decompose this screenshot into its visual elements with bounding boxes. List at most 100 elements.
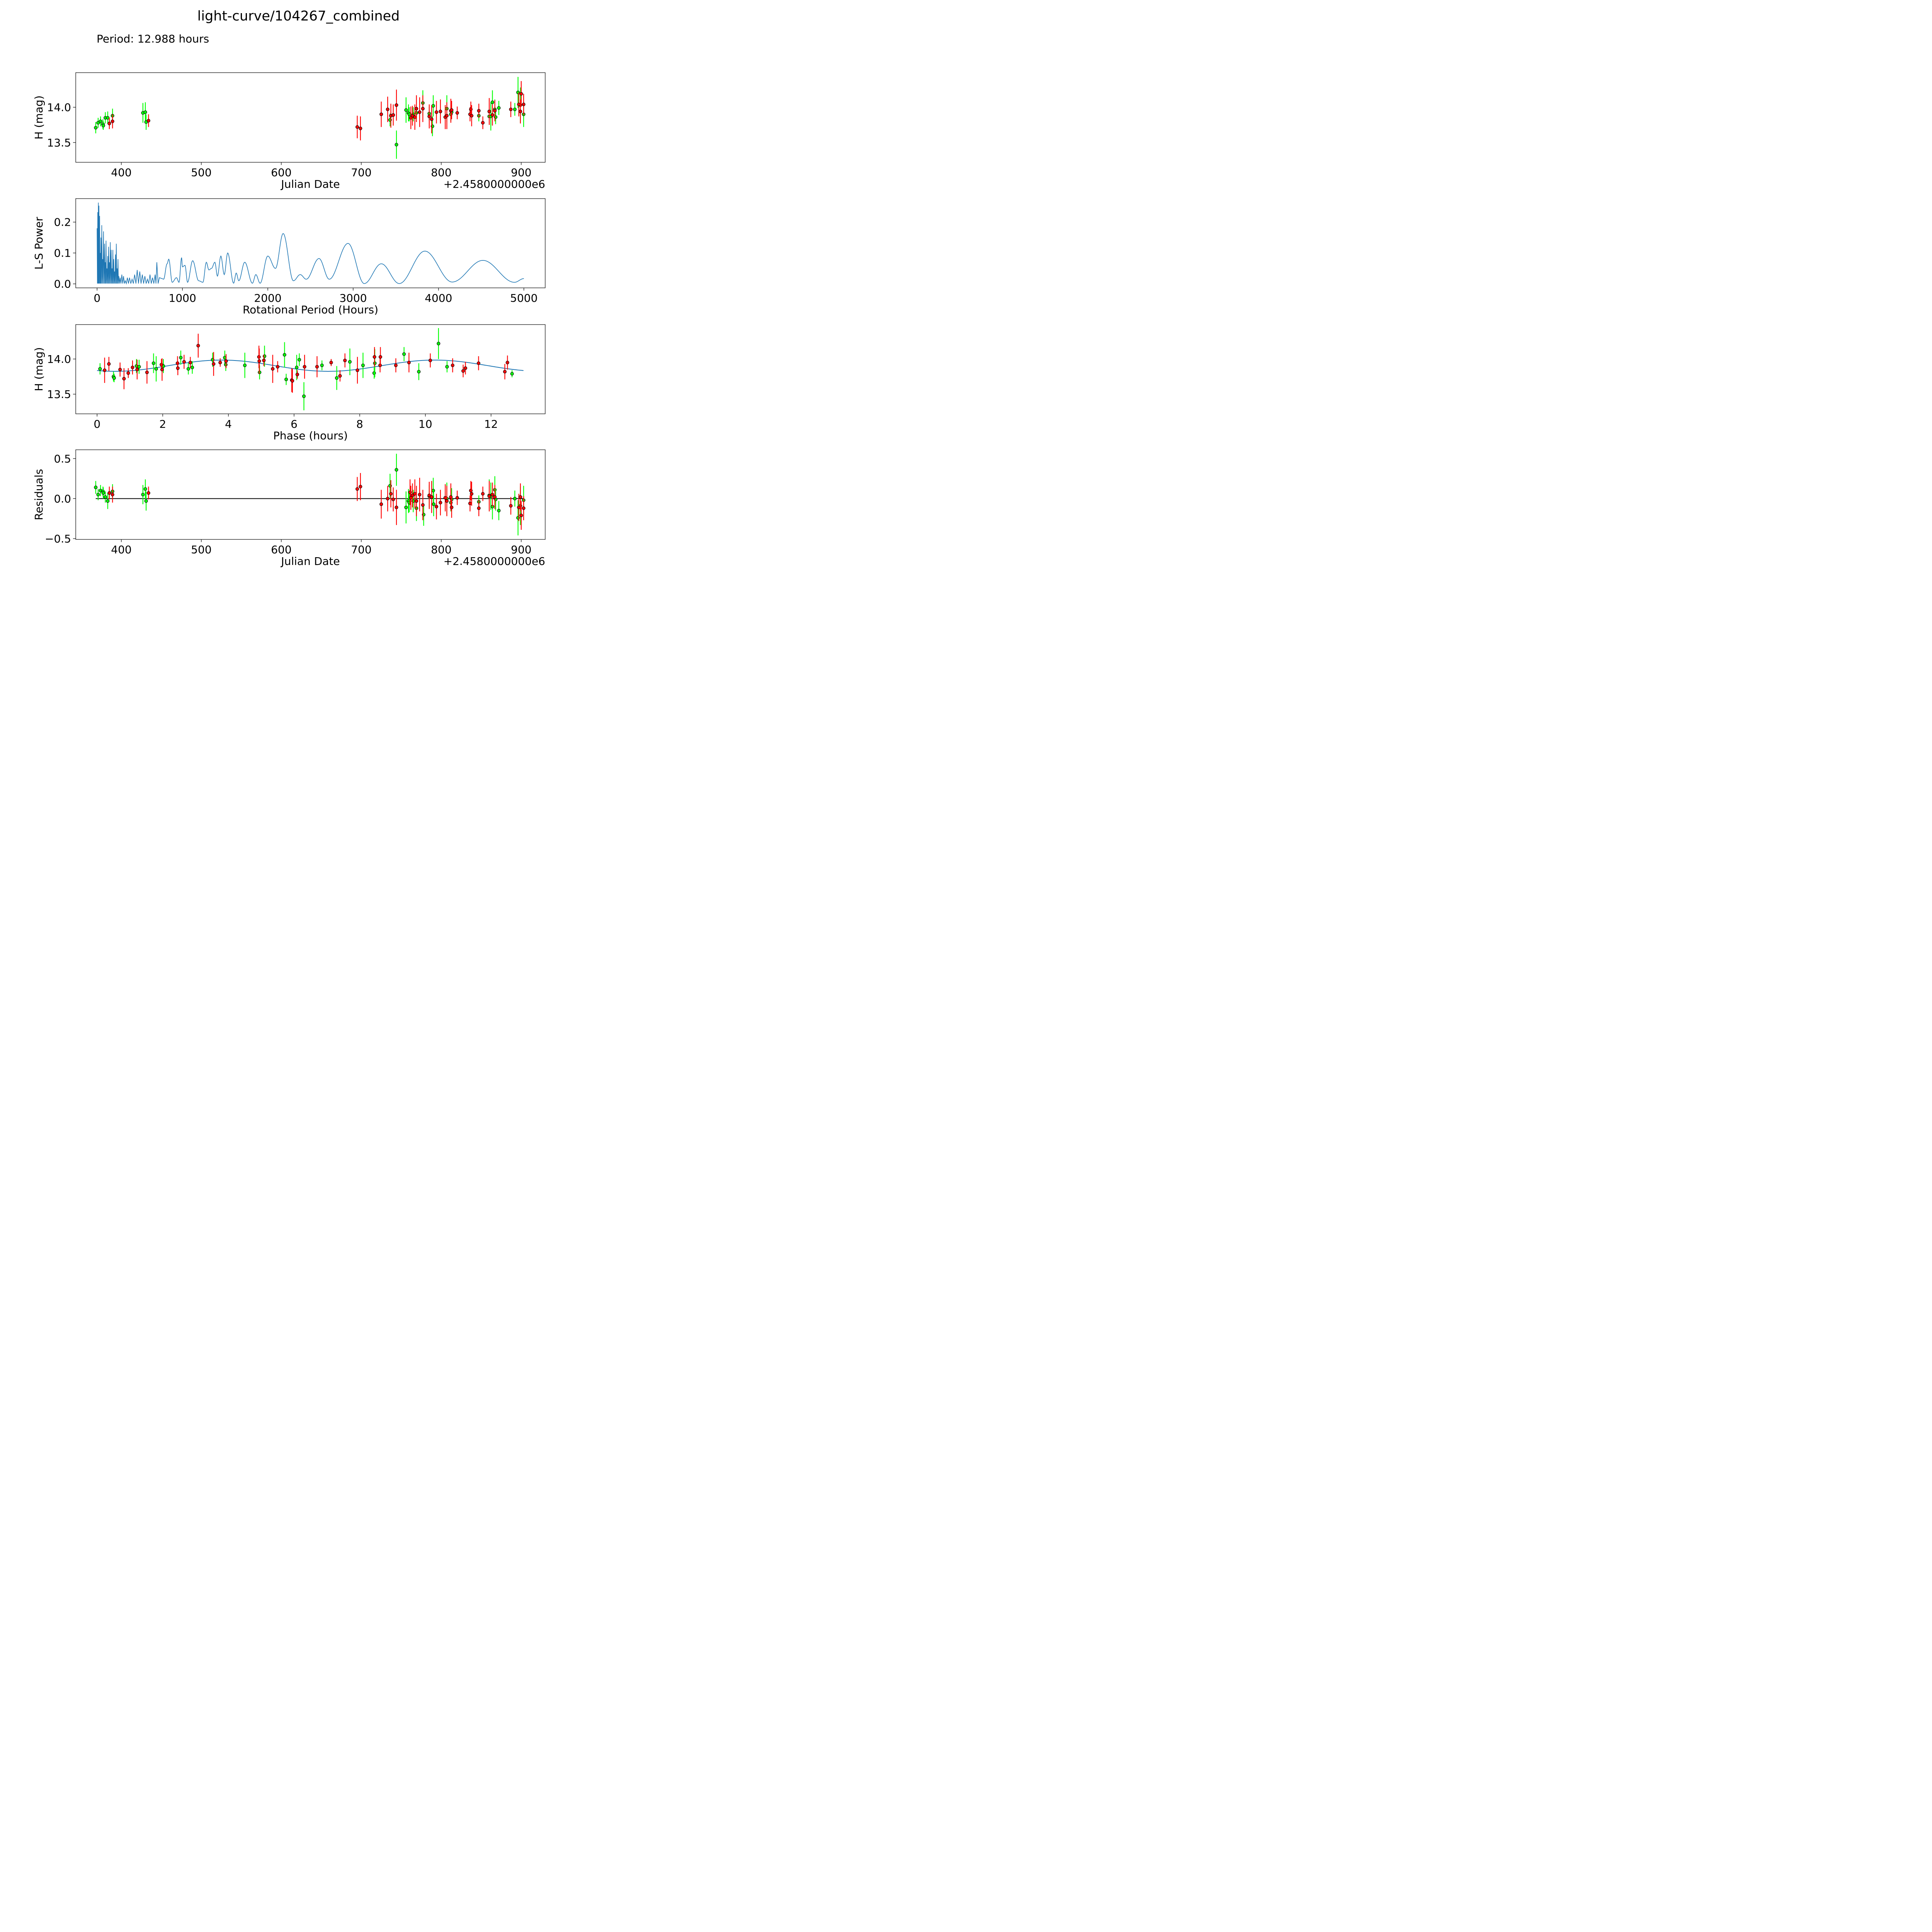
- green-point: [96, 493, 100, 497]
- y-tick-label: 0.0: [54, 492, 71, 505]
- red-point: [291, 379, 294, 383]
- green-point: [94, 126, 98, 130]
- residuals-panel: 400 500 600 700 800 900 −0.5 0.0 0.5 Julian Date R…: [32, 449, 546, 568]
- red-point: [476, 361, 481, 365]
- green-point: [106, 116, 110, 120]
- red-point: [386, 497, 389, 500]
- red-point: [505, 361, 509, 364]
- red-point: [461, 369, 465, 373]
- green-point: [497, 509, 501, 512]
- red-point: [493, 495, 497, 499]
- red-point: [470, 114, 474, 117]
- red-point: [176, 366, 180, 370]
- red-point: [413, 492, 417, 496]
- periodogram-panel: 0 1000 2000 3000 4000 5000 0.0 0.1 0.2 Rotational…: [32, 198, 546, 316]
- x-offset-text: +2.4580000000e6: [444, 555, 545, 568]
- y-axis-label: Residuals: [32, 469, 45, 520]
- y-tick-label: 14.0: [47, 101, 71, 114]
- x-tick-label: 500: [191, 543, 211, 556]
- red-point: [509, 107, 513, 111]
- x-tick-label: 4: [225, 418, 232, 430]
- red-point: [118, 367, 122, 371]
- residuals-frame: [75, 449, 546, 540]
- red-point: [407, 361, 411, 364]
- red-point: [131, 366, 134, 369]
- red-point: [359, 485, 362, 488]
- red-point: [378, 355, 383, 359]
- y-tick-label: 0.0: [54, 278, 71, 291]
- red-point: [103, 368, 107, 372]
- red-point: [477, 506, 481, 510]
- y-tick-label: 0.2: [54, 216, 71, 229]
- red-point: [355, 368, 359, 372]
- green-series: [94, 454, 526, 536]
- red-point: [355, 487, 359, 491]
- green-point: [432, 502, 435, 506]
- red-point: [218, 361, 222, 364]
- green-point: [143, 110, 147, 114]
- red-point: [394, 363, 398, 367]
- green-point: [510, 372, 514, 376]
- figure-title: light-curve/104267_combined: [197, 9, 400, 24]
- green-point: [404, 505, 408, 509]
- periodogram-line: [97, 202, 524, 285]
- red-point: [430, 495, 434, 499]
- red-point: [517, 102, 521, 106]
- red-point: [410, 493, 414, 497]
- red-point: [418, 110, 422, 114]
- red-point: [445, 499, 449, 503]
- red-point: [421, 107, 425, 111]
- red-point: [146, 491, 150, 495]
- green-point: [417, 370, 421, 374]
- red-point: [427, 493, 431, 497]
- red-point: [188, 361, 192, 364]
- green-point: [137, 365, 141, 369]
- green-point: [144, 499, 148, 503]
- green-point: [404, 108, 408, 112]
- x-axis-label: Rotational Period (Hours): [243, 303, 378, 316]
- periodogram-frame: [75, 198, 546, 288]
- green-point: [282, 353, 286, 357]
- red-point: [413, 115, 417, 119]
- green-point: [94, 485, 98, 489]
- green-point: [395, 468, 398, 472]
- red-point: [372, 355, 376, 359]
- phased-frame: [75, 324, 546, 414]
- y-tick-label: 0.1: [54, 247, 71, 260]
- red-point: [490, 493, 494, 497]
- red-point: [196, 344, 200, 348]
- red-point: [519, 495, 522, 499]
- green-point: [104, 495, 107, 499]
- x-tick-label: 900: [511, 166, 531, 179]
- red-point: [111, 119, 114, 123]
- red-point: [160, 363, 163, 367]
- green-point: [141, 493, 145, 497]
- green-point: [361, 363, 365, 367]
- x-axis-label: Phase (hours): [273, 429, 348, 442]
- red-point: [519, 92, 523, 96]
- x-tick-label: 6: [291, 418, 298, 430]
- red-point: [391, 497, 395, 501]
- red-point: [415, 499, 418, 503]
- green-point: [98, 367, 102, 371]
- red-point: [522, 506, 526, 510]
- red-point: [343, 359, 347, 362]
- red-point: [434, 110, 439, 114]
- green-point: [262, 354, 267, 358]
- phased-panel: 0 2 4 6 8 10 12 13.5 14.0 Phase (hours) H (mag): [32, 324, 546, 442]
- y-tick-label: 0.5: [54, 452, 71, 465]
- red-point: [463, 366, 468, 370]
- red-point: [276, 365, 280, 369]
- red-point: [111, 493, 114, 497]
- green-point: [431, 104, 435, 108]
- green-point: [513, 497, 517, 500]
- green-series: [94, 77, 526, 159]
- red-point: [146, 119, 150, 122]
- green-point: [335, 376, 339, 380]
- red-point: [338, 374, 342, 378]
- green-point: [99, 119, 102, 123]
- red-point: [470, 492, 474, 496]
- green-point: [320, 363, 324, 367]
- x-tick-label: 800: [431, 543, 451, 556]
